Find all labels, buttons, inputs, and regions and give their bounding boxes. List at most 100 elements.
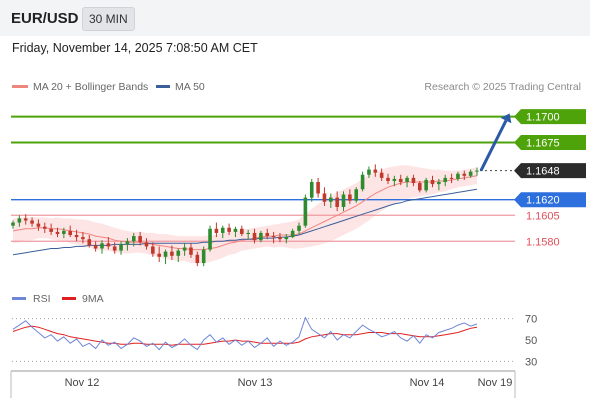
timeframe-button[interactable]: 30 MIN: [82, 7, 135, 31]
candle-body: [462, 173, 467, 176]
candle-body: [163, 251, 168, 257]
level-label-box-1.1700: [514, 109, 586, 125]
candle-body: [151, 246, 155, 254]
rsi-ma-legend-swatch: [62, 297, 76, 300]
projection-arrow-head: [500, 113, 512, 124]
pair-title: EUR/USD: [11, 10, 79, 27]
candle-body: [259, 232, 263, 241]
candle-body: [189, 247, 193, 255]
level-label-1.1580: 1.1580: [526, 236, 560, 248]
candle-body: [138, 236, 142, 243]
candle-body: [112, 246, 117, 251]
candle-body: [417, 183, 422, 191]
candle-body: [411, 177, 416, 184]
candle-body: [201, 249, 206, 264]
candle-body: [303, 197, 308, 226]
candle-body: [220, 227, 225, 233]
candle-body: [297, 225, 301, 231]
candle-body: [278, 237, 282, 240]
candle-body: [316, 182, 320, 194]
candle-body: [227, 227, 231, 232]
rsi-legend-swatch: [12, 297, 26, 300]
time-tick-label: Nov 19: [478, 377, 513, 389]
candle-body: [55, 231, 60, 234]
ma50-legend-swatch: [156, 85, 170, 88]
candle-body: [233, 228, 238, 232]
candle-body: [386, 177, 390, 181]
candle-body: [106, 243, 111, 247]
timestamp: Friday, November 14, 2025 7:08:50 AM CET: [12, 41, 258, 55]
candle-body: [443, 177, 448, 183]
candle-body: [214, 228, 219, 233]
candle-body: [81, 237, 85, 240]
time-tick-label: Nov 12: [65, 377, 100, 389]
level-label-box-1.1620: [514, 192, 586, 208]
candle-body: [144, 242, 149, 247]
candle-body: [246, 232, 250, 234]
candle-body: [456, 173, 460, 179]
rsi-tick-30: 30: [525, 356, 537, 368]
candle-body: [290, 230, 295, 238]
candle-body: [341, 194, 346, 207]
candle-body: [87, 239, 92, 246]
candle-body: [373, 169, 378, 173]
candle-body: [62, 230, 66, 234]
credit-text: Research © 2025 Trading Central: [424, 81, 581, 93]
candle-body: [36, 223, 41, 227]
candle-body: [23, 218, 28, 221]
candle-body: [170, 251, 174, 256]
candle-body: [437, 182, 441, 185]
candle-body: [252, 232, 257, 241]
candle-body: [322, 193, 327, 202]
candle-body: [182, 247, 187, 251]
candle-body: [405, 177, 409, 183]
candle-body: [125, 241, 130, 245]
rsi-panel: RSI 9MA 70 50 30: [12, 293, 537, 368]
candle-body: [119, 244, 123, 251]
rsi-ma-line: [12, 325, 478, 346]
candle-body: [367, 169, 371, 175]
candle-body: [30, 220, 34, 224]
level-label-1.1605: 1.1605: [526, 210, 560, 222]
candle-body: [42, 226, 47, 229]
candle-body: [398, 178, 403, 183]
candle-body: [449, 177, 454, 179]
candle-body: [49, 228, 53, 232]
level-label-1.1620: 1.1620: [526, 195, 560, 207]
price-panel: MA 20 + Bollinger Bands MA 50 Research © 2…: [11, 81, 586, 267]
candle-body: [68, 230, 73, 236]
projection-arrow-shaft: [479, 119, 508, 172]
candle-body: [11, 222, 15, 226]
chart-header: EUR/USD 30 MIN: [0, 0, 590, 36]
candle-body: [329, 197, 333, 202]
candle-body: [93, 245, 98, 249]
candle-body: [335, 197, 339, 207]
ma20-legend-swatch: [12, 85, 28, 88]
candle-body: [354, 189, 359, 201]
rsi-legend-label: RSI: [33, 293, 51, 305]
candle-body: [392, 178, 397, 181]
candle-body: [348, 194, 352, 201]
level-label-1.1675: 1.1675: [526, 138, 560, 150]
candle-body: [475, 170, 479, 172]
candle-body: [100, 243, 104, 249]
candle-body: [240, 228, 244, 234]
candle-body: [17, 218, 22, 223]
level-label-box-1.1675: [514, 135, 586, 151]
rsi-ma-legend-label: 9MA: [82, 293, 104, 305]
rsi-line: [12, 316, 478, 351]
candle-body: [74, 235, 79, 238]
time-tick-label: Nov 14: [410, 377, 445, 389]
time-tick-label: Nov 13: [238, 377, 273, 389]
candle-body: [131, 236, 136, 242]
candle-body: [195, 254, 200, 264]
candle-body: [208, 228, 212, 250]
level-label-1.1648: 1.1648: [526, 166, 560, 178]
bollinger-band: [13, 165, 477, 264]
candle-body: [309, 182, 314, 198]
candle-body: [430, 179, 435, 185]
rsi-tick-70: 70: [525, 314, 537, 326]
level-label-1.1700: 1.1700: [526, 112, 560, 124]
candle-body: [284, 237, 289, 240]
